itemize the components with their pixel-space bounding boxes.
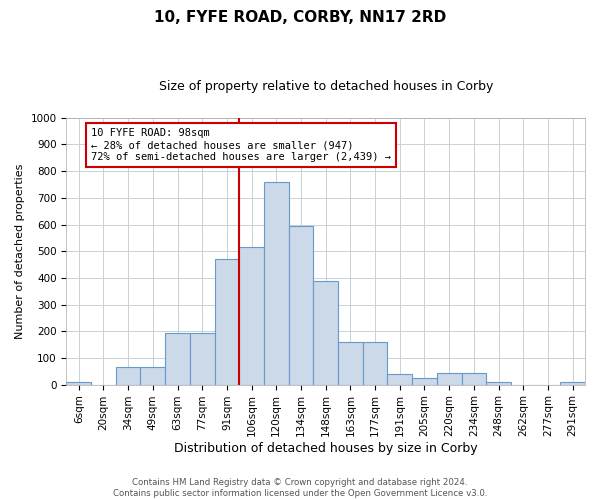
Text: Contains HM Land Registry data © Crown copyright and database right 2024.
Contai: Contains HM Land Registry data © Crown c…: [113, 478, 487, 498]
Text: 10, FYFE ROAD, CORBY, NN17 2RD: 10, FYFE ROAD, CORBY, NN17 2RD: [154, 10, 446, 25]
Bar: [239, 247, 264, 384]
Text: 10 FYFE ROAD: 98sqm
← 28% of detached houses are smaller (947)
72% of semi-detac: 10 FYFE ROAD: 98sqm ← 28% of detached ho…: [91, 128, 391, 162]
Bar: [165, 332, 190, 384]
Bar: [560, 382, 585, 384]
Bar: [412, 378, 437, 384]
Bar: [388, 374, 412, 384]
Y-axis label: Number of detached properties: Number of detached properties: [15, 164, 25, 339]
Bar: [264, 182, 289, 384]
Bar: [486, 382, 511, 384]
Bar: [313, 280, 338, 384]
Bar: [289, 226, 313, 384]
Bar: [338, 342, 363, 384]
Bar: [363, 342, 388, 384]
Bar: [67, 382, 91, 384]
Bar: [116, 368, 140, 384]
Title: Size of property relative to detached houses in Corby: Size of property relative to detached ho…: [158, 80, 493, 93]
X-axis label: Distribution of detached houses by size in Corby: Distribution of detached houses by size …: [174, 442, 478, 455]
Bar: [437, 372, 461, 384]
Bar: [461, 372, 486, 384]
Bar: [140, 368, 165, 384]
Bar: [215, 259, 239, 384]
Bar: [190, 332, 215, 384]
